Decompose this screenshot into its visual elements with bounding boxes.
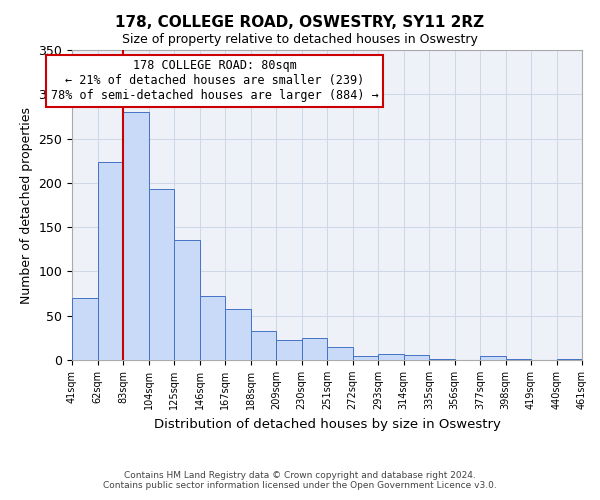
Bar — [302, 338, 327, 360]
Bar — [276, 340, 302, 360]
Bar — [174, 240, 199, 360]
Bar — [123, 112, 149, 360]
Bar — [149, 189, 174, 360]
Text: Size of property relative to detached houses in Oswestry: Size of property relative to detached ho… — [122, 32, 478, 46]
Bar — [225, 308, 251, 360]
Y-axis label: Number of detached properties: Number of detached properties — [20, 106, 33, 304]
Text: Contains HM Land Registry data © Crown copyright and database right 2024.
Contai: Contains HM Land Registry data © Crown c… — [103, 470, 497, 490]
Bar — [557, 359, 582, 360]
Bar — [378, 354, 404, 360]
Text: 178, COLLEGE ROAD, OSWESTRY, SY11 2RZ: 178, COLLEGE ROAD, OSWESTRY, SY11 2RZ — [115, 15, 485, 30]
Bar — [97, 162, 123, 360]
Bar — [327, 346, 353, 360]
X-axis label: Distribution of detached houses by size in Oswestry: Distribution of detached houses by size … — [154, 418, 500, 430]
Bar — [480, 356, 505, 360]
Bar — [72, 298, 97, 360]
Bar — [353, 356, 378, 360]
Text: 178 COLLEGE ROAD: 80sqm
← 21% of detached houses are smaller (239)
78% of semi-d: 178 COLLEGE ROAD: 80sqm ← 21% of detache… — [51, 60, 379, 102]
Bar — [429, 359, 455, 360]
Bar — [505, 359, 531, 360]
Bar — [251, 331, 276, 360]
Bar — [404, 354, 429, 360]
Bar — [199, 296, 225, 360]
